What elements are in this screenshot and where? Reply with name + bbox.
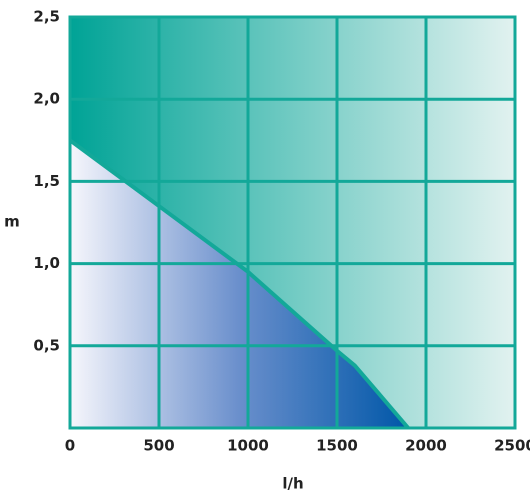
y-tick-label: 0,5: [33, 336, 60, 354]
x-tick-label: 1000: [227, 437, 269, 455]
x-tick-label: 0: [65, 437, 75, 455]
y-tick-label: 1,0: [33, 254, 60, 272]
area-fill: [70, 140, 409, 429]
plot-frame: [68, 15, 517, 430]
y-tick-label: 1,5: [33, 172, 60, 190]
y-axis-label: m: [4, 213, 20, 231]
x-axis-label: l/h: [282, 475, 303, 493]
x-tick-label: 2000: [405, 437, 447, 455]
y-tick-label: 2,5: [33, 8, 60, 26]
curve-line: [68, 138, 410, 430]
y-tick-label: 2,0: [33, 90, 60, 108]
x-tick-label: 1500: [316, 437, 358, 455]
x-tick-label: 500: [143, 437, 174, 455]
